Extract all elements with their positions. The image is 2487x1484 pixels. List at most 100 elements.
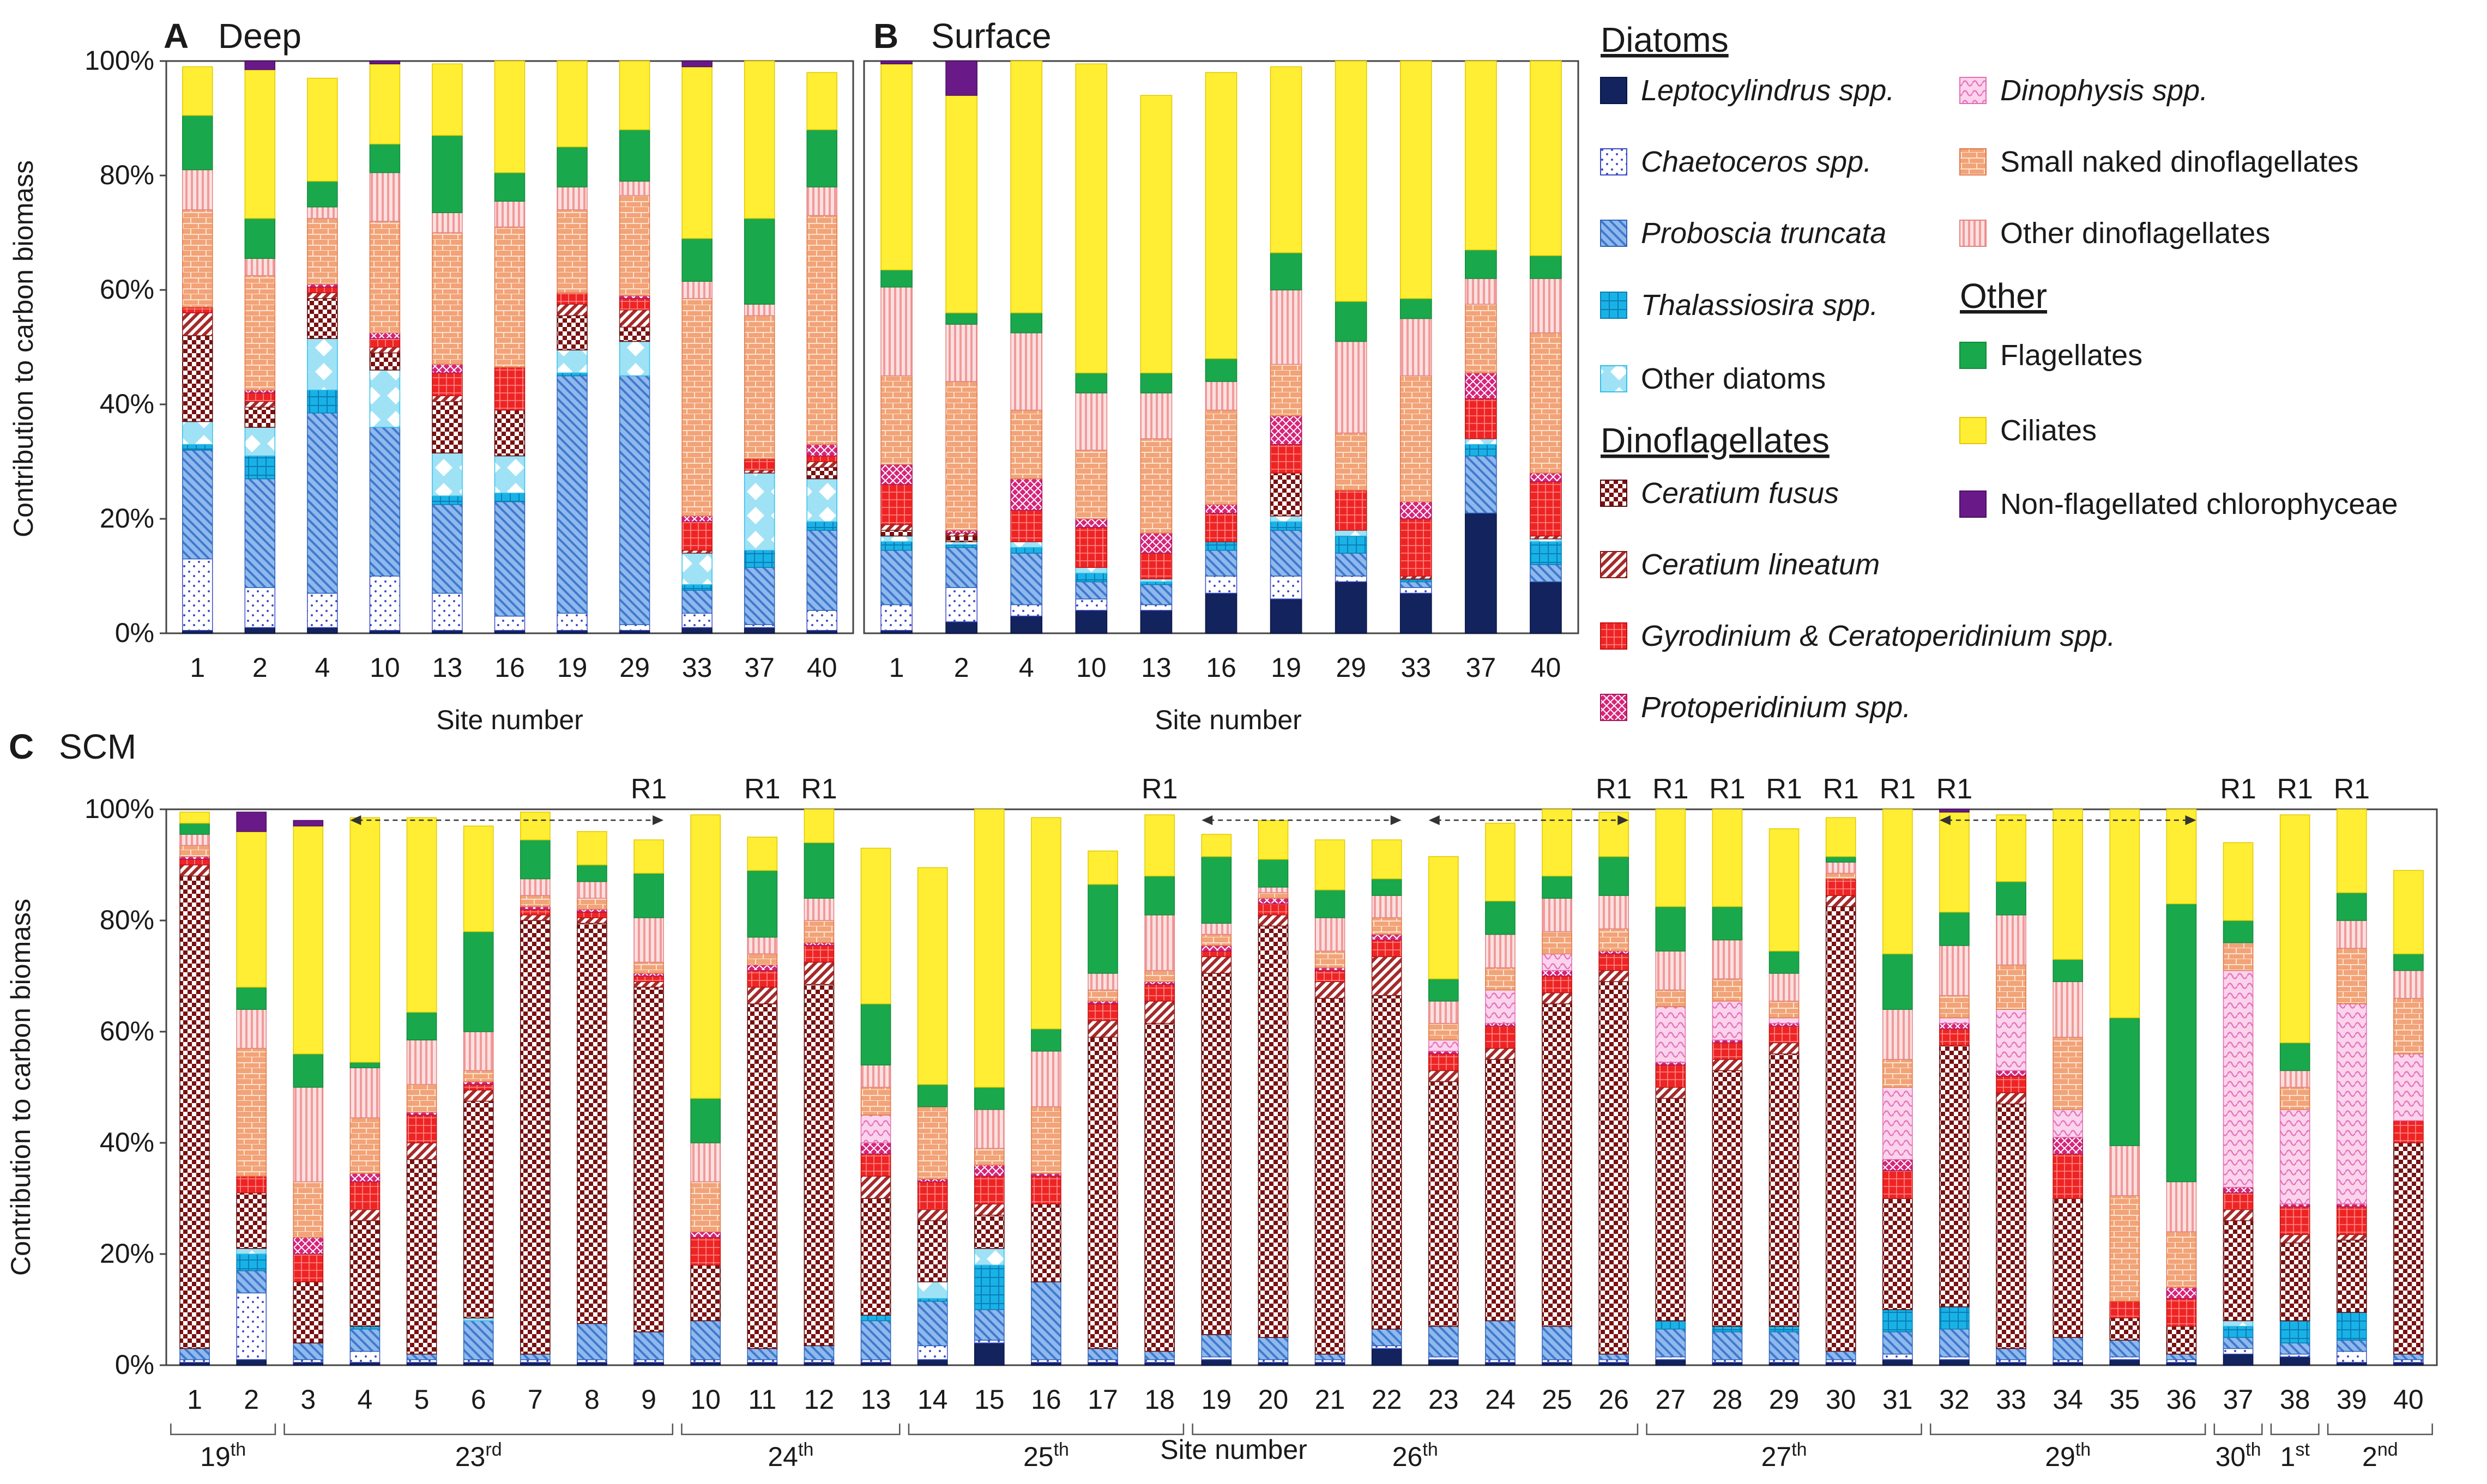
legend-label-flagellates: Flagellates — [2000, 339, 2142, 372]
legend-label-ciliates: Ciliates — [2000, 414, 2097, 447]
x-tick-label: 9 — [641, 1384, 656, 1415]
bar-segment-gyro — [2393, 1120, 2424, 1143]
bar-segment-cfusus — [236, 1192, 267, 1249]
bar-segment-chaeto — [1144, 1359, 1175, 1363]
bar-segment-other_diatoms — [432, 452, 463, 496]
bar-segment-cfusus — [1031, 1203, 1061, 1282]
bar-segment-dinophysis — [860, 1114, 891, 1143]
bar-segment-gyro — [1465, 398, 1497, 439]
bar-segment-other_dino — [744, 304, 775, 316]
bar-segment-lepto — [1335, 581, 1367, 634]
bar-segment-probo — [520, 1353, 551, 1360]
bar-segment-other_diatoms — [182, 421, 213, 445]
y-tick-label: 60% — [100, 274, 154, 305]
bar-segment-probo — [1485, 1320, 1516, 1360]
bar-segment-small_naked — [520, 895, 551, 907]
x-tick-label: 8 — [584, 1384, 600, 1415]
bar-segment-clineatum — [880, 524, 913, 531]
bar-segment-cfusus — [1825, 906, 1856, 1352]
bar-segment-clineatum — [1530, 535, 1562, 540]
bar-segment-clineatum — [463, 1089, 494, 1102]
bar-segment-ciliates — [806, 72, 837, 130]
bar-segment-thalass — [349, 1325, 381, 1330]
bar-segment-probo — [349, 1328, 381, 1352]
y-tick-label: 0% — [115, 617, 154, 648]
bar-segment-chaeto — [1768, 1359, 1800, 1363]
x-tick-label: 40 — [2393, 1384, 2424, 1415]
bar-segment-flagellates — [1399, 298, 1432, 319]
bar-segment-lepto — [633, 1362, 664, 1366]
bar-segment-gyro — [1140, 553, 1173, 579]
bar-segment-probo — [244, 478, 276, 588]
bar-segment-dinophysis — [1996, 1009, 2026, 1071]
bar-segment-gyro — [1031, 1176, 1061, 1204]
bar-segment-clineatum — [1314, 981, 1345, 999]
legend-label-nonflag: Non-flagellated chlorophyceae — [2000, 488, 2398, 520]
bar-segment-flagellates — [974, 1087, 1005, 1110]
bar-segment-chaeto — [1428, 1356, 1459, 1360]
bar-segment-other_dino — [747, 936, 778, 954]
bar-segment-cfusus — [945, 535, 977, 542]
x-tick-label: 6 — [471, 1384, 486, 1415]
bar-segment-thalass — [1205, 541, 1238, 551]
bar-segment-ciliates — [520, 811, 551, 840]
bar-segment-cfusus — [463, 1100, 494, 1319]
bar-segment-thalass — [1768, 1325, 1800, 1332]
bar-segment-gyro — [1939, 1028, 1970, 1046]
bar-segment-ciliates — [681, 66, 713, 239]
bar-segment-lepto — [681, 627, 713, 634]
bar-segment-probo — [182, 450, 213, 560]
x-tick-label: 7 — [528, 1384, 543, 1415]
bar-segment-probo — [2336, 1340, 2367, 1352]
bar-segment-clineatum — [432, 395, 463, 402]
bar-segment-clineatum — [633, 981, 664, 988]
bar-segment-proto — [1075, 518, 1108, 528]
bar-segment-lepto — [307, 627, 338, 634]
bar-segment-flagellates — [1314, 889, 1345, 918]
x-tick-label: 40 — [807, 652, 837, 683]
legend-heading-other: Other — [1960, 276, 2047, 316]
bar-segment-gyro — [1201, 950, 1232, 958]
bar-segment-clineatum — [1428, 1070, 1459, 1082]
bar-segment-probo — [1010, 553, 1043, 605]
bar-segment-chaeto — [1996, 1359, 2026, 1363]
panel-b-title: Surface — [931, 16, 1052, 56]
bar-segment-gyro — [1485, 1026, 1516, 1049]
bar-segment-lepto — [2223, 1353, 2254, 1366]
bar-segment-flagellates — [1031, 1028, 1061, 1052]
bar-segment-dinophysis — [1428, 1039, 1459, 1052]
bar-segment-other_dino — [406, 1039, 437, 1085]
bar-segment-probo — [1825, 1350, 1856, 1360]
x-tick-label: 2 — [954, 652, 969, 683]
bar-segment-ciliates — [179, 811, 210, 824]
bar-segment-flagellates — [182, 115, 213, 171]
bar-segment-small_naked — [557, 209, 588, 293]
bar-segment-other_dino — [432, 212, 463, 233]
bar-segment-chaeto — [681, 613, 713, 628]
bar-segment-clineatum — [307, 292, 338, 299]
date-group-label: 19th — [200, 1439, 246, 1472]
bar-segment-clineatum — [1088, 1020, 1118, 1038]
legend-swatch-proto — [1600, 694, 1627, 721]
bar-segment-chaeto — [1542, 1359, 1572, 1363]
bar-segment-other_dino — [690, 1142, 721, 1183]
bar-segment-dinophysis — [1712, 1001, 1743, 1041]
bar-segment-proto — [369, 332, 401, 339]
bar-segment-lepto — [744, 627, 775, 634]
bar-segment-gyro — [1075, 527, 1108, 568]
bar-segment-lepto — [1485, 1362, 1516, 1366]
bar-segment-chaeto — [520, 1359, 551, 1363]
bar-segment-flagellates — [2109, 1017, 2140, 1146]
bar-segment-dinophysis — [2393, 1053, 2424, 1121]
bar-segment-chaeto — [349, 1350, 381, 1363]
bar-segment-gyro — [179, 859, 210, 865]
date-group-label: 1st — [2280, 1439, 2310, 1472]
bar-segment-gyro — [307, 287, 338, 293]
bar-segment-other_diatoms — [369, 370, 401, 428]
date-bracket — [170, 1424, 276, 1435]
bar-segment-lepto — [1939, 1359, 1970, 1366]
bar-segment-probo — [1530, 564, 1562, 583]
bar-segment-ciliates — [1258, 820, 1289, 860]
bar-segment-other_dino — [681, 281, 713, 299]
bar-segment-flagellates — [2393, 953, 2424, 971]
